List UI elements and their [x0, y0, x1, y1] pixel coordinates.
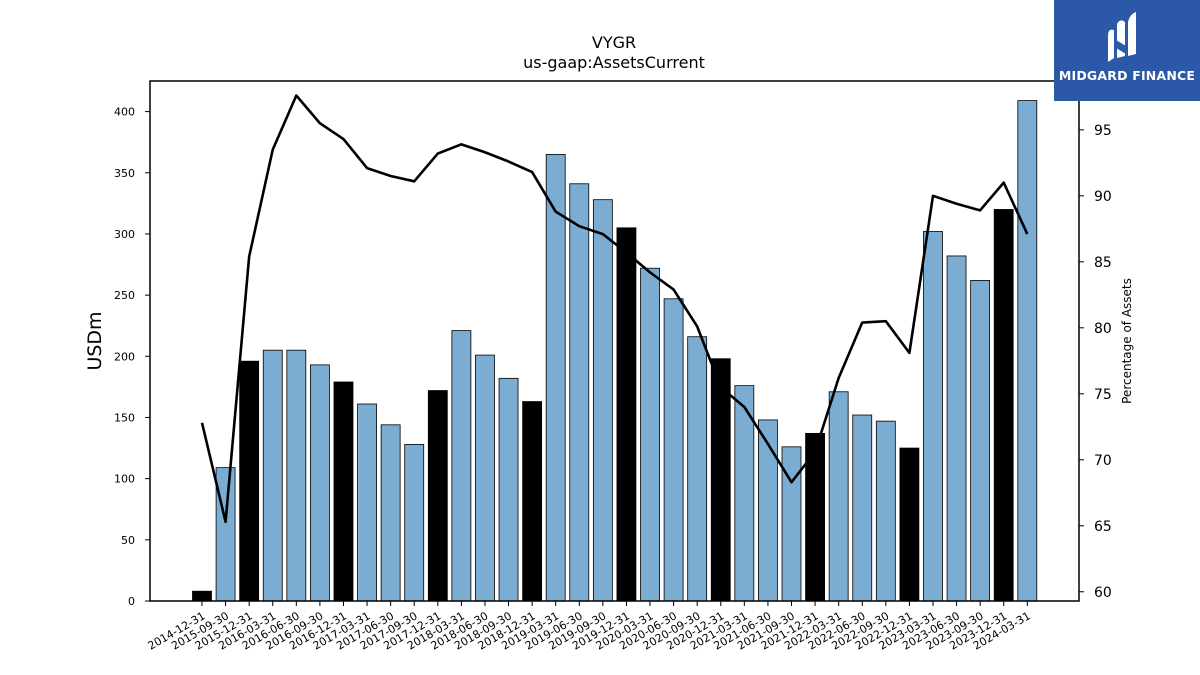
bar-2016-09-30	[309, 364, 330, 602]
bar-2019-12-31	[616, 227, 637, 602]
bar-2016-06-30	[286, 349, 307, 602]
y2-tick-label: 80	[1094, 321, 1112, 337]
bar-2017-12-31	[427, 390, 448, 602]
bar-2016-03-31	[262, 349, 283, 602]
bar-2022-12-31	[899, 447, 920, 602]
y-tick-label: 50	[121, 534, 135, 547]
y2-tick-label: 65	[1094, 519, 1112, 535]
plot-frame	[149, 80, 1080, 602]
bar-2020-03-31	[640, 267, 660, 602]
y-axis-label: USDm	[84, 311, 106, 370]
chart-subtitle: us-gaap:AssetsCurrent	[523, 53, 705, 72]
bar-2014-12-31	[192, 590, 212, 602]
right-axis: 60 65 70 75 80 85 90 95	[1079, 123, 1112, 601]
y-tick-label: 150	[114, 411, 135, 424]
y2-tick-label: 85	[1094, 255, 1112, 271]
x-axis: 2014-12-312015-09-302015-12-312016-03-31…	[146, 601, 1033, 653]
bars-group	[192, 100, 1038, 602]
y-tick-label: 250	[114, 289, 135, 302]
left-axis: 0 50 100 150 200 250 300 350 400	[114, 106, 150, 608]
y-tick-label: 0	[128, 595, 135, 608]
y-tick-label: 350	[114, 167, 135, 180]
bar-2020-09-30	[687, 336, 708, 602]
bar-2018-06-30	[475, 354, 495, 602]
bar-2021-06-30	[758, 419, 778, 602]
y-tick-label: 200	[114, 350, 135, 363]
bar-2023-09-30	[970, 280, 991, 602]
y2-tick-label: 60	[1094, 585, 1112, 601]
bar-2020-06-30	[663, 298, 684, 602]
y-tick-label: 100	[114, 473, 135, 486]
y-tick-label: 300	[114, 228, 135, 241]
line-group	[200, 94, 1029, 524]
logo-text: MIDGARD FINANCE	[1058, 68, 1196, 83]
y2-axis-label: Percentage of Assets	[1120, 278, 1134, 404]
y2-tick-label: 70	[1094, 453, 1112, 469]
y2-tick-label: 90	[1094, 189, 1112, 205]
bar-2018-12-31	[522, 401, 543, 602]
bar-2023-06-30	[946, 255, 967, 602]
bar-2015-12-31	[239, 360, 260, 602]
y2-tick-label: 75	[1094, 387, 1112, 403]
bar-2018-03-31	[451, 330, 472, 602]
y2-tick-label: 95	[1094, 123, 1112, 139]
bar-2022-09-30	[875, 420, 896, 602]
bar-2019-09-30	[592, 199, 613, 602]
bar-2018-09-30	[498, 377, 519, 602]
bar-2023-12-31	[993, 209, 1014, 602]
bar-2022-03-31	[828, 391, 849, 602]
bar-2023-03-31	[923, 231, 943, 602]
bar-2020-12-31	[710, 358, 731, 602]
bar-2015-09-30	[215, 467, 236, 602]
bar-2019-03-31	[545, 154, 566, 602]
midgard-finance-logo: MIDGARD FINANCE	[1054, 0, 1200, 101]
bar-2017-03-31	[357, 403, 377, 602]
bar-2017-09-30	[404, 443, 425, 602]
y-tick-label: 400	[114, 106, 135, 119]
line-series-percentage	[200, 94, 1029, 524]
chart-title: VYGR	[592, 33, 636, 52]
midgard-logo-icon	[1108, 12, 1136, 63]
bar-2017-06-30	[380, 424, 401, 602]
bar-2022-06-30	[852, 414, 873, 602]
bar-2024-03-31	[1017, 100, 1038, 602]
bar-2019-06-30	[569, 183, 590, 602]
bar-2016-12-31	[333, 381, 354, 602]
